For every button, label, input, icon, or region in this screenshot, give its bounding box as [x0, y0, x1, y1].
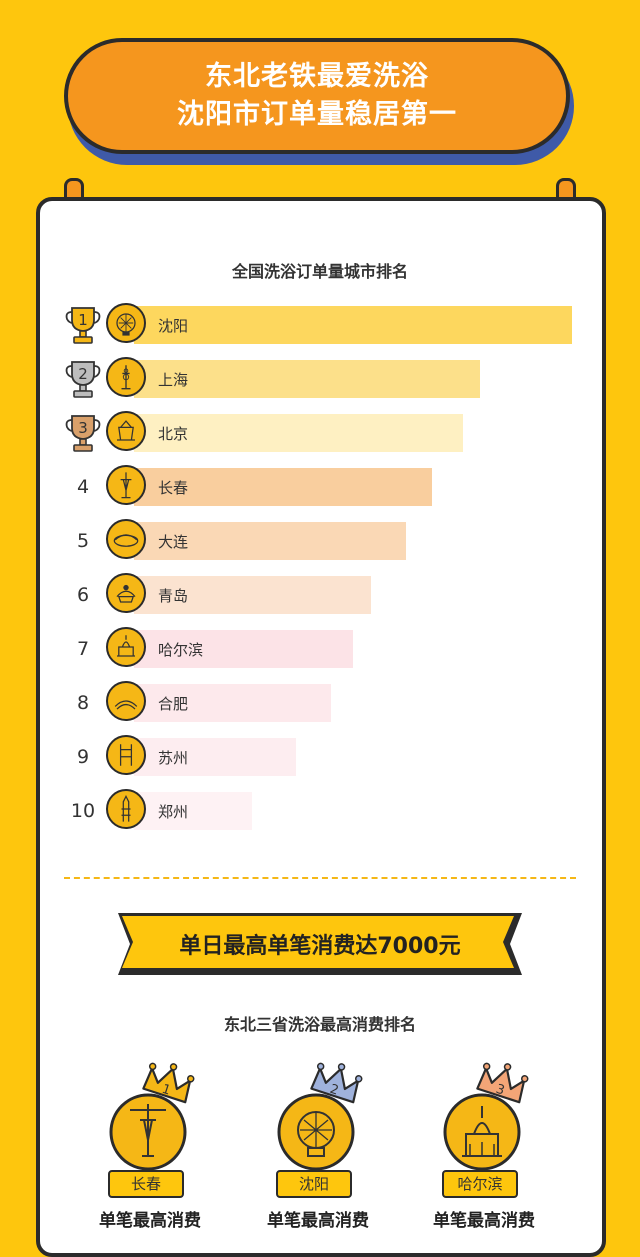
ranking-bar	[134, 630, 353, 668]
city-label: 上海	[158, 371, 189, 389]
section-divider	[64, 877, 576, 879]
ranking-bar	[134, 684, 331, 722]
ranking-bar	[134, 468, 432, 506]
title-banner: 东北老铁最爱洗浴 沈阳市订单量稳居第一	[64, 38, 570, 154]
ranking-row: 9 苏州	[0, 735, 640, 778]
podium-card: 2 沈阳单笔最高消费	[258, 1060, 378, 1231]
landmark-icon	[106, 411, 146, 451]
ranking-row: 3 北京	[0, 411, 640, 454]
city-label: 郑州	[158, 803, 189, 821]
rank-number: 3	[78, 419, 88, 437]
podium-badge-icon: 2	[277, 1062, 363, 1171]
city-label: 长春	[158, 479, 189, 497]
ranking-bar	[134, 792, 252, 830]
podium-city-label: 哈尔滨	[442, 1170, 518, 1198]
highlight-tag: 单日最高单笔消费达7000元	[118, 913, 522, 975]
ranking-row: 2 上海	[0, 357, 640, 400]
landmark-icon	[106, 357, 146, 397]
ranking-bar	[134, 360, 480, 398]
rank-number: 6	[76, 584, 90, 606]
landmark-icon	[106, 573, 146, 613]
rank-number: 9	[76, 746, 90, 768]
landmark-icon	[106, 465, 146, 505]
rank-number: 10	[70, 800, 96, 822]
city-label: 青岛	[158, 587, 189, 605]
rank-number: 1	[78, 311, 88, 329]
rank-number: 2	[78, 365, 88, 383]
ranking-row: 7 哈尔滨	[0, 627, 640, 670]
landmark-icon	[106, 735, 146, 775]
title-line-2: 沈阳市订单量稳居第一	[177, 99, 457, 130]
highlight-tag-text: 单日最高单笔消费达7000元	[179, 934, 461, 959]
trophy-icon: 2	[65, 361, 101, 398]
podium-badge-icon: 3	[443, 1062, 529, 1171]
rank-number: 8	[76, 692, 90, 714]
city-label: 哈尔滨	[158, 641, 204, 659]
ranking-bar	[134, 738, 296, 776]
ranking-row: 1 沈阳	[0, 303, 640, 346]
podium-card: 3 哈尔滨单笔最高消费	[424, 1060, 544, 1231]
podium-caption: 单笔最高消费	[433, 1211, 535, 1231]
trophy-icon: 1	[65, 307, 101, 344]
landmark-icon	[106, 681, 146, 721]
podium-card: 1 长春单笔最高消费	[90, 1060, 210, 1231]
rank-number: 5	[76, 530, 90, 552]
ranking-bar	[134, 576, 371, 614]
city-label: 沈阳	[158, 317, 189, 335]
ranking-title: 全国洗浴订单量城市排名	[231, 262, 408, 281]
ranking-row: 10 郑州	[0, 789, 640, 832]
ranking-bar	[134, 414, 463, 452]
ranking-bar	[134, 522, 406, 560]
podium-badge-icon: 1	[109, 1062, 195, 1171]
podium-caption: 单笔最高消费	[99, 1211, 201, 1231]
landmark-icon	[106, 519, 146, 559]
rank-number: 7	[76, 638, 90, 660]
landmark-icon	[106, 627, 146, 667]
trophy-icon: 3	[65, 415, 101, 452]
landmark-icon	[106, 303, 146, 343]
podium-city-label: 长春	[108, 1170, 184, 1198]
rank-number: 4	[76, 476, 90, 498]
podium-city-label: 沈阳	[276, 1170, 352, 1198]
ranking-row: 4 长春	[0, 465, 640, 508]
northeast-title: 东北三省洗浴最高消费排名	[223, 1015, 416, 1034]
landmark-icon	[106, 789, 146, 829]
podium-caption: 单笔最高消费	[267, 1211, 369, 1231]
city-label: 北京	[158, 425, 189, 443]
ranking-row: 8 合肥	[0, 681, 640, 724]
city-label: 合肥	[158, 695, 189, 713]
ranking-row: 5 大连	[0, 519, 640, 562]
city-label: 大连	[158, 533, 189, 551]
city-label: 苏州	[158, 749, 189, 767]
tag-ribbon-shape	[118, 913, 522, 975]
ranking-bar	[134, 306, 572, 344]
ranking-row: 6 青岛	[0, 573, 640, 616]
title-line-1: 东北老铁最爱洗浴	[205, 61, 429, 92]
